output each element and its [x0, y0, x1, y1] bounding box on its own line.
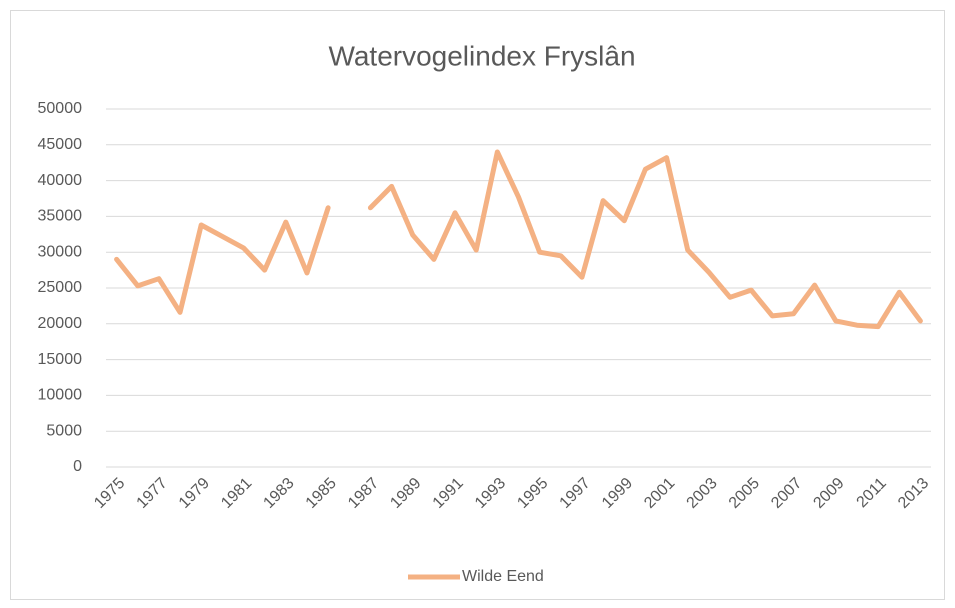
y-tick-label: 45000 [38, 136, 83, 153]
y-tick-label: 25000 [38, 279, 83, 296]
legend-label: Wilde Eend [462, 568, 544, 585]
y-tick-label: 20000 [38, 315, 83, 332]
y-tick-label: 10000 [38, 387, 83, 404]
y-tick-label: 40000 [38, 172, 83, 189]
y-tick-label: 30000 [38, 243, 83, 260]
line [367, 149, 923, 330]
y-tick-label: 50000 [38, 100, 83, 117]
chart-title: Watervogelindex Fryslân [328, 40, 635, 71]
line [114, 205, 331, 315]
chart-border [10, 10, 945, 600]
y-tick-label: 5000 [46, 422, 82, 439]
y-tick-label: 35000 [38, 208, 83, 225]
y-tick-label: 15000 [38, 351, 83, 368]
y-tick-label: 0 [73, 458, 82, 475]
